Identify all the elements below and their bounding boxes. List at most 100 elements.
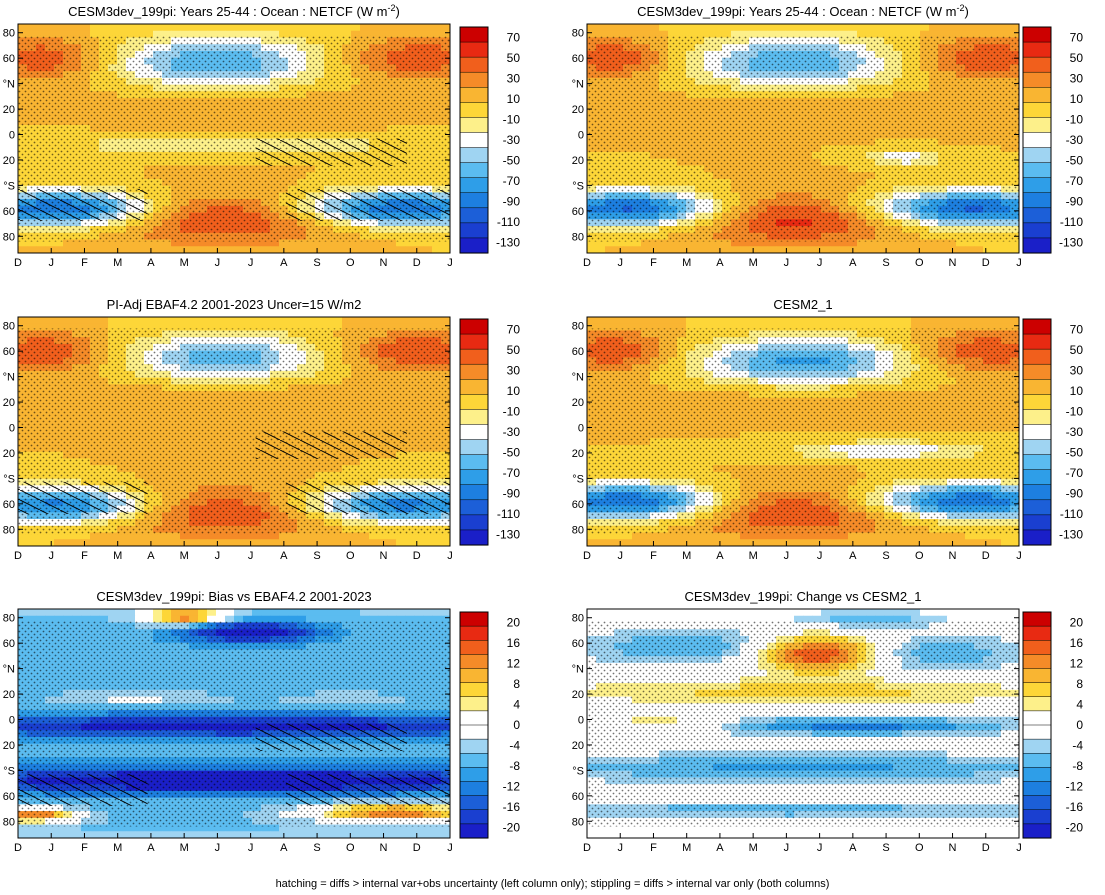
heatmap-cell [414, 323, 424, 331]
heatmap-cell [153, 239, 163, 247]
colorbar-label: -10 [503, 112, 521, 126]
heatmap-cell [333, 246, 343, 254]
heatmap-cell [270, 323, 280, 331]
colorbar-label: 50 [507, 51, 521, 65]
colorbar-label: 30 [507, 71, 521, 85]
heatmap-cell [794, 24, 804, 32]
heatmap-cell [36, 317, 46, 325]
heatmap-cell [243, 246, 253, 254]
x-tick-label: M [113, 257, 122, 269]
heatmap-cell [803, 24, 813, 32]
heatmap-cell [605, 30, 615, 38]
y-tick-label: 20 [3, 104, 15, 116]
heatmap-cell [288, 30, 298, 38]
colorbar-swatch [1022, 41, 1052, 58]
heatmap-cell [63, 30, 73, 38]
heatmap-cell [965, 24, 975, 32]
y-tick-label: 0 [578, 130, 584, 142]
heatmap-cell [731, 30, 741, 38]
heatmap-cell [351, 246, 361, 254]
heatmap-cell [884, 246, 894, 254]
heatmap-cell [126, 317, 136, 325]
heatmap-cell [162, 239, 172, 247]
heatmap-cell [749, 239, 759, 247]
heatmap-cell [992, 24, 1002, 32]
heatmap-cell [117, 30, 127, 38]
heatmap-cell [587, 239, 597, 247]
heatmap-cell [360, 24, 370, 32]
heatmap-cell [695, 246, 705, 254]
heatmap-cell [90, 317, 100, 325]
heatmap-cell [659, 24, 669, 32]
heatmap-cell [72, 323, 82, 331]
heatmap-cell [270, 24, 280, 32]
heatmap-cell [351, 239, 361, 247]
heatmap-cell [234, 30, 244, 38]
heatmap-cell [189, 246, 199, 254]
heatmap-cell [821, 24, 831, 32]
heatmap-cell [875, 239, 885, 247]
heatmap-cell [27, 24, 37, 32]
x-tick-label: D [982, 257, 990, 269]
heatmap-cell [695, 239, 705, 247]
heatmap-cell [279, 239, 289, 247]
heatmap-cell [722, 239, 732, 247]
heatmap-cell [261, 30, 271, 38]
colorbar-swatch [459, 177, 489, 194]
heatmap-cell [893, 239, 903, 247]
heatmap-cell [396, 239, 406, 247]
heatmap-cell [938, 30, 948, 38]
heatmap-cell [90, 246, 100, 254]
heatmap-cell [432, 323, 442, 331]
heatmap-cell [632, 246, 642, 254]
heatmap-cell [785, 24, 795, 32]
heatmap-cell [623, 246, 633, 254]
heatmap-cell [740, 239, 750, 247]
x-tick-label: J [617, 257, 623, 269]
heatmap-cell [126, 246, 136, 254]
heatmap-cell [198, 317, 208, 325]
heatmap-cell [596, 24, 606, 32]
heatmap-cell [938, 24, 948, 32]
heatmap-cell [108, 239, 118, 247]
heatmap-cell [983, 239, 993, 247]
heatmap-cell [956, 239, 966, 247]
heatmap-cell [369, 246, 379, 254]
heatmap-cell [27, 30, 37, 38]
x-tick-label: J [215, 257, 221, 269]
heatmap-cell [866, 239, 876, 247]
heatmap-cell [677, 239, 687, 247]
heatmap-cell [117, 246, 127, 254]
heatmap-cell [414, 30, 424, 38]
heatmap-cell [992, 246, 1002, 254]
heatmap-cell [441, 317, 451, 325]
heatmap-cell [668, 239, 678, 247]
colorbar-label: -130 [1059, 236, 1083, 250]
heatmap-cell [171, 24, 181, 32]
heatmap-cell [414, 24, 424, 32]
heatmap-cell [63, 317, 73, 325]
x-tick-label: F [81, 257, 88, 269]
colorbar-swatch [459, 117, 489, 134]
heatmap-cell [911, 30, 921, 38]
heatmap-cell [848, 24, 858, 32]
colorbar-swatch [459, 162, 489, 179]
heatmap-cell [324, 246, 334, 254]
heatmap-cell [920, 239, 930, 247]
heatmap-cell [830, 24, 840, 32]
heatmap-cell [441, 323, 451, 331]
heatmap-cell [902, 239, 912, 247]
heatmap-cell [432, 317, 442, 325]
colorbar-swatch [1022, 207, 1052, 224]
colorbar-label: 70 [1070, 30, 1084, 44]
heatmap-cell [288, 246, 298, 254]
panel-title: PI-Adj EBAF4.2 2001-2023 Uncer=15 W/m2 [107, 297, 362, 312]
heatmap-cell [324, 24, 334, 32]
heatmap-cell [776, 24, 786, 32]
x-tick-label: M [749, 257, 758, 269]
heatmap-cell [983, 24, 993, 32]
heatmap-cell [36, 323, 46, 331]
colorbar-swatch [1022, 147, 1052, 164]
